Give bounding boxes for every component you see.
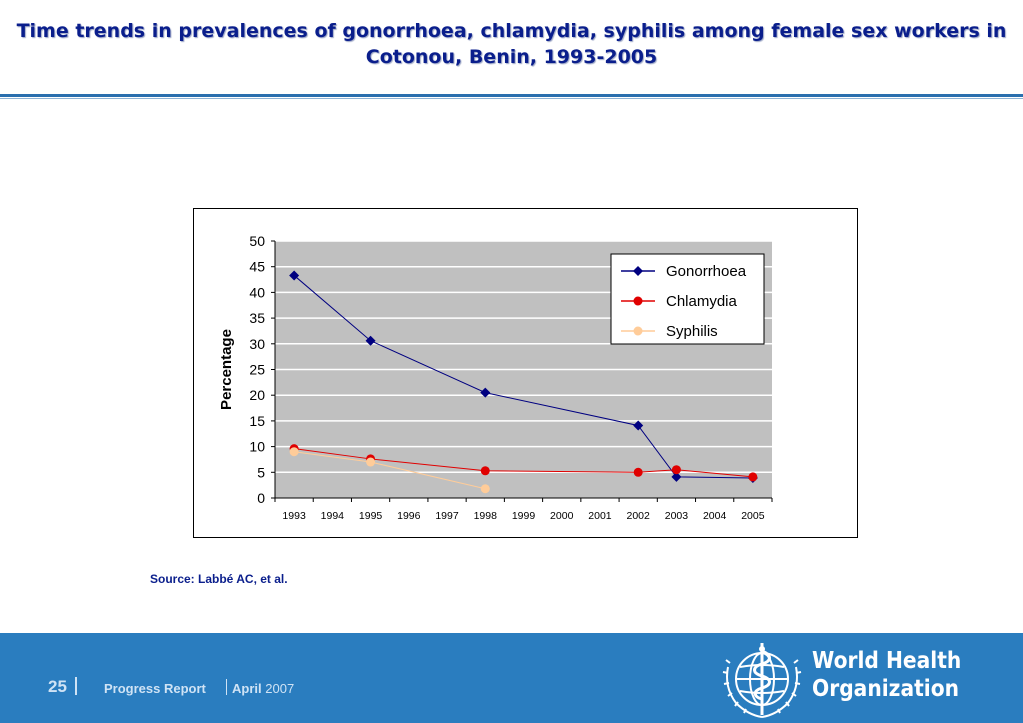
x-tick-label: 2002 (627, 510, 651, 522)
slide-title: Time trends in prevalences of gonorrhoea… (0, 18, 1023, 70)
slide-title-line2: Cotonou, Benin, 1993-2005 (365, 46, 658, 68)
slide-title-line1: Time trends in prevalences of gonorrhoea… (16, 20, 1007, 42)
footer-year: 2007 (265, 681, 295, 696)
y-tick-label: 25 (249, 362, 265, 378)
legend-marker-syphilis (633, 326, 643, 336)
data-point-chlamydia (748, 472, 758, 482)
series-line-chlamydia (294, 448, 753, 478)
who-wordmark-line1: World Health (812, 648, 962, 674)
data-point-syphilis (289, 447, 299, 457)
y-tick-label: 50 (249, 233, 265, 249)
y-axis-title: Percentage (218, 329, 235, 410)
x-tick-label: 1996 (397, 510, 421, 522)
who-wordmark: World Health Organization (812, 647, 961, 703)
footer-divider (75, 677, 77, 695)
y-tick-label: 30 (249, 336, 265, 352)
line-chart: 0 5 10 15 20 25 30 35 40 45 50 1993 1994 1995 1996 1997… (218, 233, 773, 522)
x-tick-label: 1997 (435, 510, 459, 522)
legend-label-chlamydia: Chlamydia (666, 293, 738, 310)
y-tick-label: 40 (249, 284, 265, 300)
data-point-chlamydia (671, 465, 681, 475)
title-rule (0, 94, 1023, 97)
footer-date: April 2007 (232, 681, 294, 696)
data-point-chlamydia (633, 467, 643, 477)
x-tick-label: 2003 (665, 510, 689, 522)
data-point-syphilis (366, 457, 376, 467)
legend-marker-chlamydia (633, 296, 643, 306)
who-emblem-icon (722, 643, 802, 718)
y-tick-label: 35 (249, 310, 265, 326)
data-point-syphilis (480, 484, 490, 494)
series-line-gonorrhoea (293, 275, 753, 479)
page-number: 25 (48, 677, 67, 696)
data-point-gonorrhoea (289, 270, 300, 281)
y-tick-label: 0 (257, 490, 265, 506)
x-tick-label: 1994 (321, 510, 345, 522)
footer-divider (226, 679, 227, 695)
footer-bar: 25 Progress Report April 2007 World Heal… (0, 633, 1023, 723)
x-tick-label: 2000 (550, 510, 574, 522)
y-tick-label: 15 (249, 413, 265, 429)
data-point-gonorrhoea (480, 387, 491, 398)
data-point-gonorrhoea (633, 420, 644, 431)
x-tick-label: 2004 (703, 510, 727, 522)
x-tick-label: 1995 (359, 510, 383, 522)
chart-frame: 0 5 10 15 20 25 30 35 40 45 50 1993 1994 1995 1996 1997… (193, 208, 858, 538)
x-tick-label: 1999 (512, 510, 536, 522)
x-tick-label: 2005 (741, 510, 765, 522)
data-point-gonorrhoea (671, 471, 682, 482)
y-tick-label: 45 (249, 259, 265, 275)
x-tick-label: 1998 (474, 510, 498, 522)
legend-label-syphilis: Syphilis (666, 323, 718, 340)
source-note: Source: Labbé AC, et al. (150, 572, 288, 586)
legend-label-gonorrhoea: Gonorrhoea (666, 263, 747, 280)
footer-report-label: Progress Report (104, 681, 206, 696)
x-tick-label: 1993 (282, 510, 306, 522)
title-rule-thin (0, 98, 1023, 99)
y-tick-label: 10 (249, 439, 265, 455)
legend-marker-gonorrhoea (633, 266, 643, 276)
y-tick-label: 20 (249, 387, 265, 403)
who-wordmark-line2: Organization (812, 676, 960, 702)
x-tick-label: 2001 (588, 510, 612, 522)
data-point-chlamydia (480, 466, 490, 476)
y-tick-label: 5 (257, 464, 265, 480)
footer-month: April (232, 681, 262, 696)
data-point-gonorrhoea (365, 335, 376, 346)
